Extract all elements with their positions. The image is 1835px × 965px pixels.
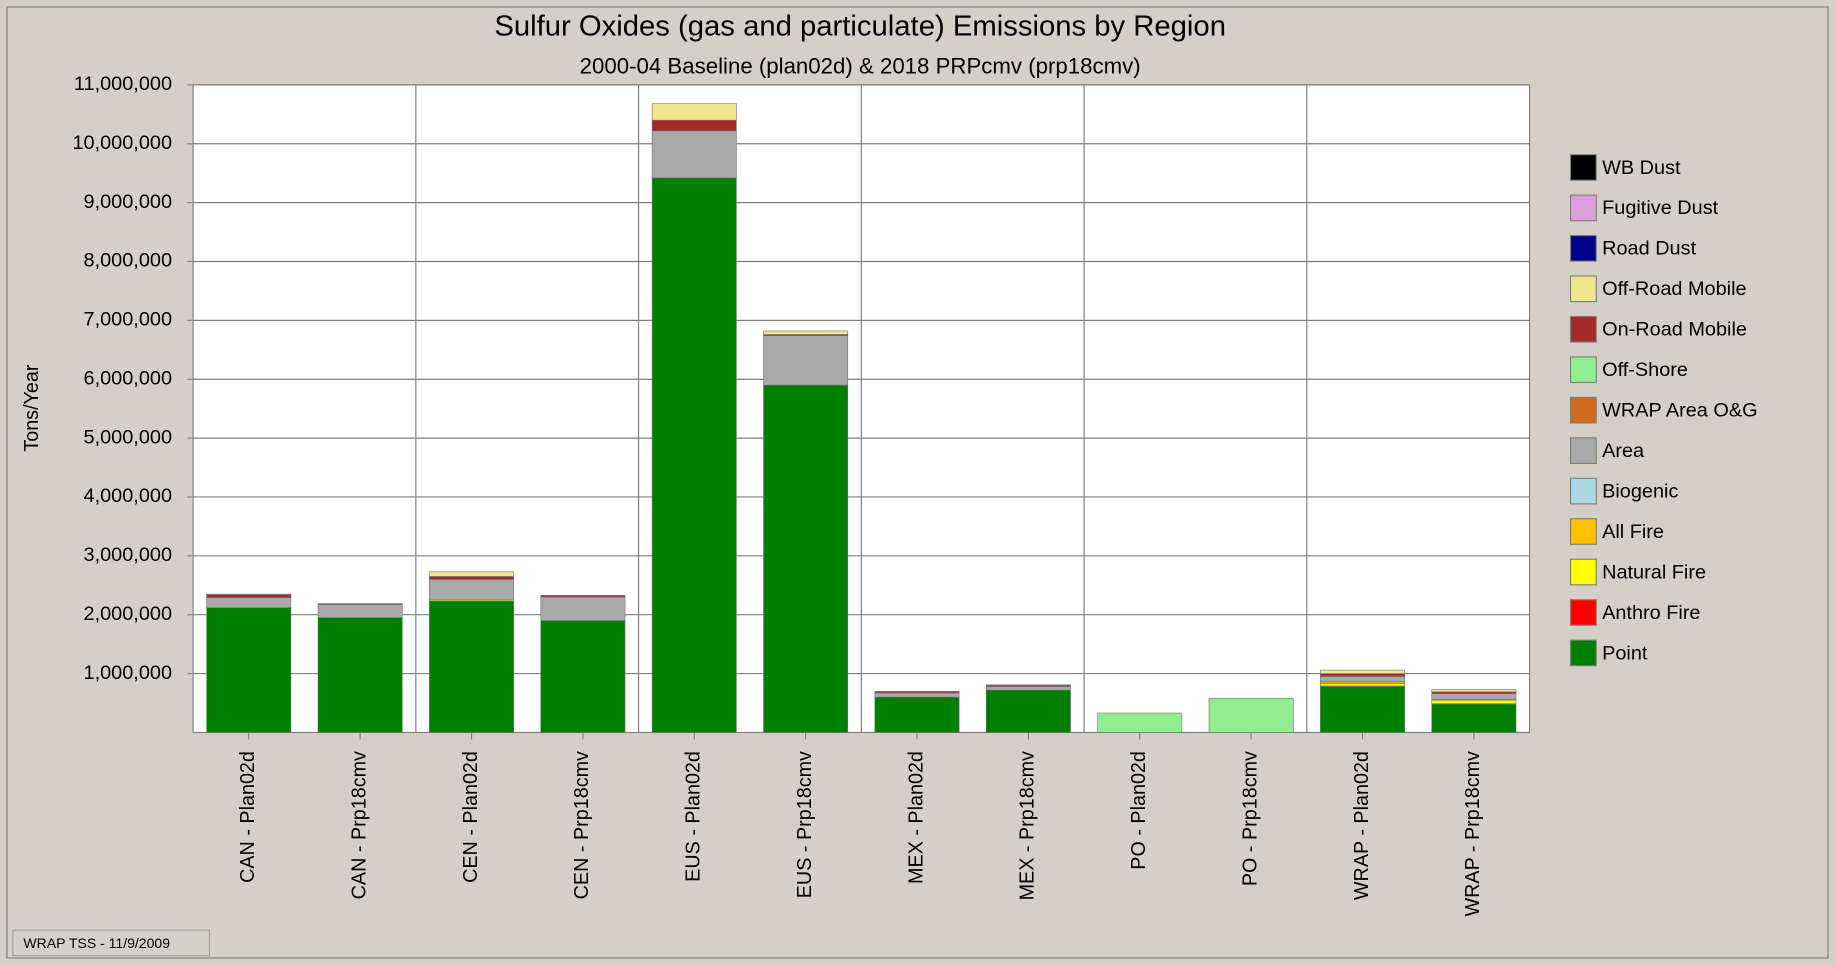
x-tick-label: CAN - Prp18cmv — [348, 751, 370, 899]
legend-label: Area — [1602, 440, 1645, 462]
bar-segment — [206, 593, 292, 595]
bars — [206, 103, 1517, 733]
legend-swatch — [1569, 315, 1597, 343]
x-tick-label: MEX - Prp18cmv — [1017, 751, 1039, 900]
legend-swatch — [1569, 639, 1597, 667]
y-tick-label: 5,000,000 — [84, 426, 173, 448]
bar-segment — [1431, 693, 1517, 700]
bar-segment — [763, 330, 849, 335]
bar-segment — [985, 686, 1071, 691]
bar-segment — [1320, 673, 1405, 677]
x-tick-label: CEN - Prp18cmv — [571, 751, 593, 899]
bar-segment — [206, 607, 292, 733]
footer-box — [12, 929, 211, 957]
legend-swatch — [1569, 234, 1597, 262]
bar-segment — [206, 594, 292, 598]
legend-swatch — [1569, 275, 1597, 303]
legend-swatch — [1569, 356, 1597, 384]
legend-swatch — [1569, 477, 1597, 505]
bar-segment — [1320, 669, 1405, 674]
x-tick-label: WRAP - Plan02d — [1351, 751, 1373, 900]
legend-label: WRAP Area O&G — [1602, 400, 1758, 422]
bar-segment — [317, 617, 403, 733]
bar-segment — [651, 103, 737, 121]
legend-label: On-Road Mobile — [1602, 319, 1747, 341]
y-tick-label: 7,000,000 — [84, 309, 173, 331]
x-tick-label: EUS - Plan02d — [682, 751, 704, 882]
x-tick-label: WRAP - Prp18cmv — [1462, 751, 1484, 917]
legend-label: Anthro Fire — [1602, 602, 1700, 624]
bar-segment — [985, 684, 1071, 686]
grid — [187, 84, 1530, 740]
bar-segment — [429, 576, 514, 580]
bar-segment — [206, 597, 292, 608]
y-tick-label: 8,000,000 — [84, 250, 173, 272]
y-tick-label: 9,000,000 — [84, 191, 173, 213]
labels: 1,000,000 2,000,000 3,000,000 4,000,000 5,00… — [72, 73, 1757, 916]
legend-label: Off-Road Mobile — [1602, 278, 1746, 300]
legend-swatch — [1569, 154, 1597, 181]
legend-swatch — [1569, 599, 1597, 626]
x-tick-label: PO - Prp18cmv — [1239, 751, 1261, 886]
bar-segment — [1431, 689, 1517, 693]
legend-label: Fugitive Dust — [1602, 197, 1719, 219]
x-tick-label: EUS - Prp18cmv — [794, 751, 816, 898]
x-tick-label: MEX - Plan02d — [905, 751, 927, 884]
chart-title: Sulfur Oxides (gas and particulate) Emis… — [494, 11, 1226, 43]
chart-subtitle: 2000-04 Baseline (plan02d) & 2018 PRPcmv… — [580, 53, 1141, 78]
bar-segment — [1208, 698, 1294, 733]
x-tick-label: PO - Plan02d — [1128, 751, 1150, 870]
footer: WRAP TSS - 11/9/2009 — [23, 935, 170, 951]
bar-segment — [763, 335, 849, 386]
bar-segment — [874, 690, 960, 693]
legend-label: All Fire — [1602, 521, 1664, 543]
bar-segment — [874, 692, 960, 698]
bar-segment — [1097, 712, 1183, 733]
bar-segment — [1431, 699, 1517, 704]
bar-segment — [540, 596, 626, 621]
bar-segment — [985, 689, 1071, 733]
y-tick-label: 3,000,000 — [84, 544, 173, 566]
bar-segment — [429, 579, 514, 601]
bar-segment — [429, 571, 514, 577]
y-tick-label: 10,000,000 — [72, 132, 172, 154]
bar-segment — [540, 620, 626, 733]
bar-segment — [317, 603, 403, 605]
bar-segment — [763, 384, 849, 733]
bar-segment — [651, 130, 737, 179]
y-tick-label: 1,000,000 — [84, 662, 173, 684]
y-tick-label: 6,000,000 — [84, 368, 173, 390]
legend-swatch — [1569, 437, 1597, 465]
y-tick-label: 2,000,000 — [84, 603, 173, 625]
x-tick-label: CEN - Plan02d — [460, 751, 482, 883]
y-axis-label: Tons/Year — [21, 364, 43, 452]
legend-label: Point — [1602, 642, 1648, 664]
legend-swatch — [1569, 194, 1597, 222]
bar-segment — [317, 604, 403, 618]
bar-segment — [540, 595, 626, 597]
legend-label: Natural Fire — [1602, 561, 1706, 583]
y-tick-label: 11,000,000 — [74, 73, 172, 95]
legend-label: Off-Shore — [1602, 359, 1688, 381]
legend-label: Biogenic — [1602, 481, 1678, 503]
bar-segment — [1320, 683, 1405, 687]
bar-segment — [874, 696, 960, 733]
bar-segment — [1431, 703, 1517, 733]
bar-segment — [651, 119, 737, 132]
bar-segment — [651, 177, 737, 733]
legend-label: Road Dust — [1602, 238, 1696, 260]
bar-segment — [429, 600, 514, 733]
legend-swatch — [1569, 518, 1597, 545]
y-tick-label: 4,000,000 — [84, 485, 173, 507]
x-tick-label: CAN - Plan02d — [237, 751, 259, 883]
bar-segment — [1320, 676, 1405, 683]
legend-swatch — [1569, 558, 1597, 586]
bar-segment — [1320, 686, 1405, 733]
legend-swatch — [1569, 396, 1597, 424]
legend-label: WB Dust — [1602, 157, 1681, 179]
